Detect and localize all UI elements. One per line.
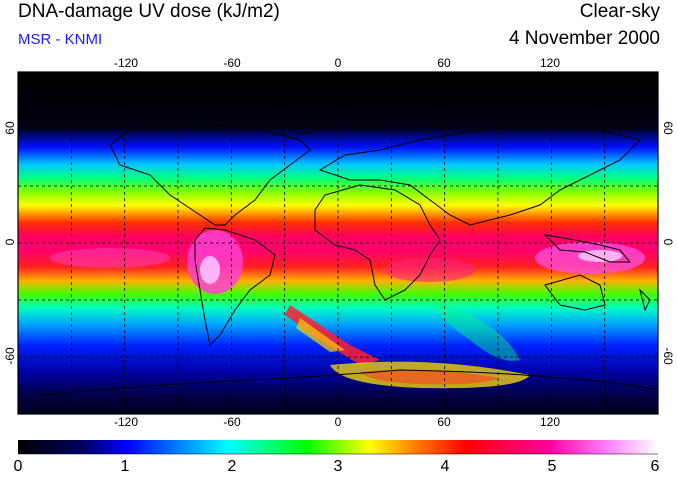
lat-tick-label: -60 xyxy=(661,347,675,365)
lon-tick-label: -120 xyxy=(114,415,138,429)
sky-condition-label: Clear-sky xyxy=(579,1,660,22)
lat-tick-label: 0 xyxy=(3,238,17,245)
colorbar-label: 3 xyxy=(333,458,343,475)
lon-tick-label: 60 xyxy=(437,415,451,429)
lon-tick-label: 120 xyxy=(540,56,560,70)
lon-tick-label: 0 xyxy=(335,415,342,429)
lon-tick-label: 0 xyxy=(335,56,342,70)
lat-tick-label: 60 xyxy=(3,121,17,135)
lon-ticks-top: -120 -60 0 60 120 xyxy=(114,56,560,70)
colorbar-label: 2 xyxy=(227,458,237,475)
colorbar-label: 0 xyxy=(13,458,23,475)
colorbar-label: 6 xyxy=(650,458,660,475)
map-title: DNA-damage UV dose (kJ/m2) xyxy=(18,1,280,22)
gridlines xyxy=(18,72,658,414)
coastlines xyxy=(39,114,658,396)
lon-tick-label: 120 xyxy=(540,415,560,429)
lon-tick-label: 60 xyxy=(437,56,451,70)
map-frame xyxy=(17,71,659,415)
lat-ticks-right: 60 0 -60 xyxy=(661,121,675,365)
lon-tick-label: -120 xyxy=(114,56,138,70)
lat-tick-label: 60 xyxy=(661,121,675,135)
colorbar-label: 5 xyxy=(547,458,557,475)
colorbar-label: 1 xyxy=(120,458,130,475)
lat-tick-label: -60 xyxy=(3,347,17,365)
lon-ticks-bottom: -120 -60 0 60 120 xyxy=(114,415,560,429)
lat-tick-label: 0 xyxy=(661,239,675,246)
date-label: 4 November 2000 xyxy=(508,28,660,49)
lon-tick-label: -60 xyxy=(223,56,241,70)
color-bar xyxy=(18,440,658,454)
source-label: MSR - KNMI xyxy=(18,31,103,48)
lat-ticks-left: 60 0 -60 xyxy=(3,121,17,365)
colorbar-label: 4 xyxy=(440,458,450,475)
lon-tick-label: -60 xyxy=(223,415,241,429)
